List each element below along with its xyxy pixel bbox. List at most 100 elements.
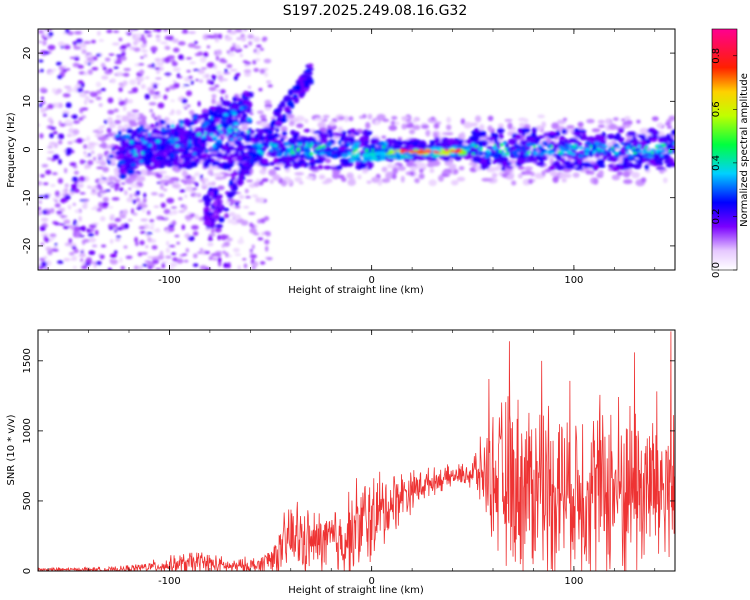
- spectrogram-blob: [123, 67, 131, 72]
- spectrogram-blob: [503, 148, 508, 151]
- spectrogram-blob: [79, 235, 85, 238]
- spectrogram-blob: [257, 237, 264, 241]
- spectrogram-blob: [430, 160, 441, 167]
- spectrogram-blob: [432, 153, 440, 158]
- spectrogram-blob: [500, 160, 508, 168]
- spectrogram-blob: [480, 163, 487, 170]
- spectrogram-blob: [352, 150, 356, 154]
- spectrogram-blob: [185, 248, 190, 253]
- spectrogram-blob: [96, 91, 102, 95]
- spectrogram-blob: [261, 231, 265, 236]
- figure-title: S197.2025.249.08.16.G32: [283, 3, 468, 19]
- spectrogram-blob: [230, 147, 237, 151]
- spectrogram-blob: [80, 43, 85, 48]
- spectrogram-blob: [242, 120, 246, 124]
- spectrogram-blob: [191, 225, 199, 230]
- spectrogram-blob: [474, 150, 478, 156]
- spectrogram-blob: [668, 149, 673, 153]
- spectrogram-blob: [163, 117, 170, 122]
- spectrogram-blob: [617, 128, 625, 133]
- spectrogram-blob: [303, 128, 311, 133]
- spectrogram-blob: [156, 115, 162, 120]
- spectrogram-blob: [534, 172, 543, 179]
- spectrogram-blob: [113, 229, 118, 233]
- spectrogram-blob: [94, 133, 103, 138]
- spectrogram-blob: [314, 147, 319, 150]
- spectrogram-blob: [409, 166, 420, 170]
- spectrogram-blob: [136, 78, 144, 83]
- spectrogram-blob: [88, 99, 94, 103]
- spectrogram-blob: [266, 135, 275, 141]
- spectrogram-blob: [140, 151, 145, 155]
- spectrogram-blob: [342, 159, 351, 166]
- spectrogram-blob: [234, 253, 242, 257]
- spectrogram-blob: [204, 159, 210, 164]
- spectrogram-blob: [129, 47, 133, 51]
- spectrogram-blob: [498, 149, 502, 153]
- spectrogram-blob: [233, 122, 239, 126]
- spectrogram-blob: [296, 147, 301, 151]
- spectrogram-blob: [107, 132, 115, 137]
- spectrogram-blob: [193, 68, 200, 72]
- spectrogram-blob: [433, 132, 439, 139]
- spectrogram-blob: [57, 260, 64, 264]
- spectrogram-blobs: [38, 29, 675, 270]
- spectrogram-blob: [72, 222, 77, 226]
- spectrogram-blob: [256, 137, 261, 142]
- spectrogram-blob: [209, 191, 215, 197]
- spectrogram-blob: [203, 163, 210, 169]
- spectrogram-blob: [219, 131, 224, 134]
- spectrogram-blob: [43, 50, 50, 55]
- spectrogram-blob: [194, 126, 202, 133]
- spectrogram-blob: [409, 129, 416, 135]
- spectrogram-blob: [180, 86, 187, 89]
- spectrogram-blob: [511, 180, 517, 186]
- spectrogram-blob: [526, 151, 530, 155]
- spectrogram-blob: [253, 232, 260, 236]
- spectrogram-blob: [155, 77, 162, 80]
- snr-ytick-label: 1500: [22, 348, 33, 373]
- spectrogram-blob: [114, 238, 121, 242]
- spectrogram-blob: [305, 142, 309, 147]
- spectrogram-blob: [650, 135, 660, 139]
- spectrogram-blob: [146, 210, 151, 215]
- spectrogram-blob: [210, 111, 218, 119]
- spectrogram-blob: [84, 59, 88, 66]
- spectrogram-blob: [186, 211, 193, 214]
- spectrogram-blob: [232, 112, 237, 116]
- spectrogram-blob: [227, 52, 235, 57]
- spectrogram-blob: [96, 166, 104, 170]
- spectrogram-blob: [164, 35, 171, 40]
- spectrogram-blob: [168, 224, 175, 228]
- spectrogram-blob: [323, 165, 333, 170]
- spectrogram-blob: [287, 89, 294, 96]
- spectrogram-blob: [244, 72, 251, 77]
- spectrogram-blob: [537, 114, 545, 119]
- spectrogram-blob: [471, 142, 476, 147]
- spectrogram-blob: [123, 72, 130, 77]
- spectrogram-blob: [84, 95, 90, 101]
- spectrogram-blob: [200, 138, 206, 144]
- spectrogram-blob: [285, 142, 290, 147]
- spectrogram-blob: [234, 202, 240, 206]
- spectrogram-blob: [76, 38, 83, 44]
- spectrogram-blob: [165, 87, 170, 92]
- spectrogram-blob: [151, 245, 158, 250]
- spectrogram-blob: [381, 166, 388, 173]
- spectrogram-blob: [170, 252, 177, 256]
- spectrogram-blob: [355, 141, 361, 146]
- spectrogram-blob: [91, 189, 96, 192]
- spectrogram-blob: [110, 214, 115, 220]
- spectrogram-blob: [64, 194, 71, 200]
- spectrogram-blob: [242, 60, 248, 63]
- spectrogram-blob: [100, 174, 104, 178]
- spectrogram-blob: [249, 227, 258, 234]
- spectrogram-blob: [419, 168, 424, 173]
- spectrogram-blob: [318, 145, 322, 149]
- spectrogram-blob: [100, 62, 106, 68]
- spectrogram-blob: [384, 141, 388, 146]
- spectrogram-blob: [133, 40, 138, 46]
- spectrogram-blob: [537, 144, 542, 147]
- spectrogram-blob: [43, 255, 48, 260]
- spectrogram-blob: [566, 125, 575, 129]
